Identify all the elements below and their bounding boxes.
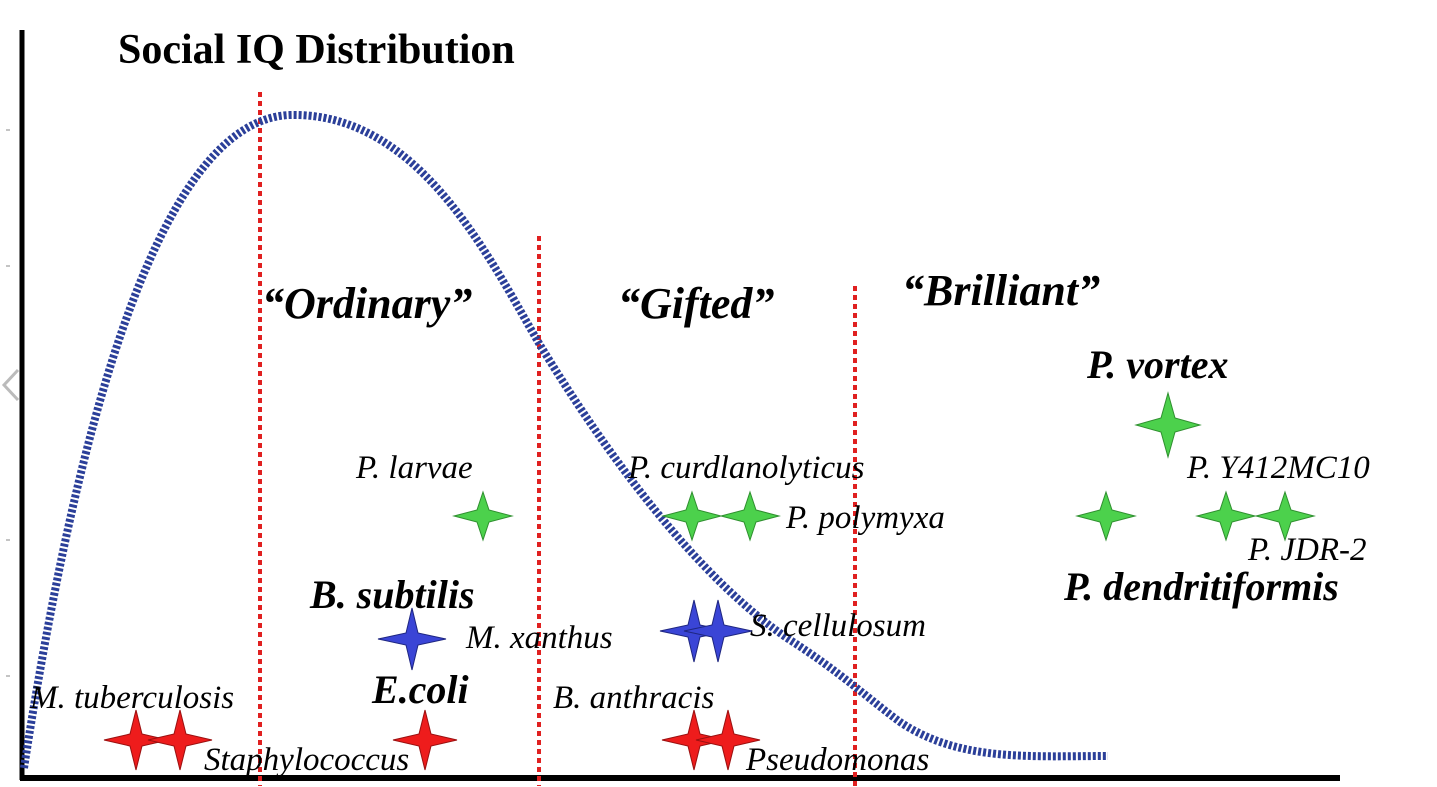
green-star-icon (452, 490, 514, 542)
green-star-icon (1134, 391, 1202, 459)
category-label-gifted: “Gifted” (618, 279, 774, 328)
category-label-brilliant: “Brilliant” (902, 266, 1100, 315)
species-label-p-dendritiformis: P. dendritiformis (1063, 564, 1339, 609)
species-label-p-curdlanolyticus: P. curdlanolyticus (627, 450, 864, 486)
blue-star-icon (683, 599, 753, 663)
left-chevron-icon (1, 368, 20, 402)
species-label-p-jdr2: P. JDR-2 (1247, 532, 1367, 568)
red-star-icon (661, 709, 727, 771)
red-star-icon (147, 709, 213, 771)
star-markers (103, 391, 1316, 771)
red-star-icon (695, 709, 761, 771)
green-star-icon (1195, 490, 1257, 542)
green-star-icon (719, 490, 781, 542)
red-star-icon (103, 709, 169, 771)
green-star-icon (661, 490, 723, 542)
blue-star-icon (377, 607, 447, 671)
green-star-icon (1254, 490, 1316, 542)
species-label-p-y412mc10: P. Y412MC10 (1186, 450, 1370, 486)
species-label-p-vortex: P. vortex (1086, 342, 1228, 387)
species-label-m-tuberculosis: M. tuberculosis (29, 680, 234, 716)
species-label-p-polymyxa: P. polymyxa (785, 500, 945, 536)
diagram-title: Social IQ Distribution (118, 27, 515, 73)
species-label-p-larvae: P. larvae (355, 450, 473, 486)
red-star-icon (392, 709, 458, 771)
species-label-m-xanthus: M. xanthus (465, 620, 613, 656)
species-label-b-subtilis: B. subtilis (309, 572, 475, 617)
green-star-icon (1075, 490, 1137, 542)
category-label-ordinary: “Ordinary” (262, 279, 472, 328)
species-label-pseudomonas: Pseudomonas (745, 742, 929, 778)
species-label-e-coli: E.coli (371, 667, 469, 712)
distribution-curve (20, 110, 1109, 769)
species-label-s-cellulosum: S. cellulosum (750, 608, 926, 644)
species-label-staphylococcus: Staphylococcus (204, 742, 409, 778)
species-label-b-anthracis: B. anthracis (553, 680, 714, 716)
